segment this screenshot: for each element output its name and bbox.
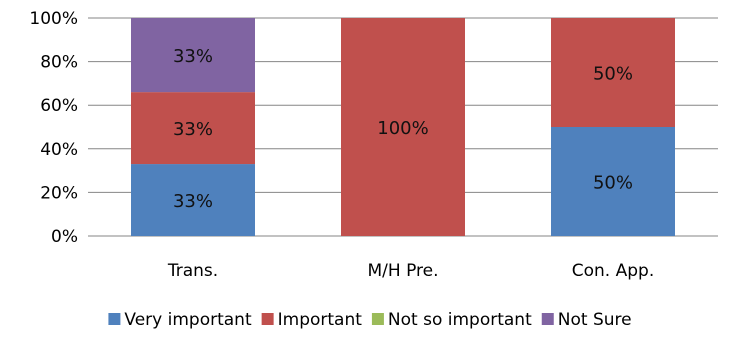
- data-label: 100%: [377, 118, 428, 139]
- x-tick-label: Con. App.: [572, 261, 654, 281]
- bar-segment: [131, 18, 255, 93]
- data-label: 33%: [173, 191, 213, 212]
- y-tick-label: 40%: [40, 140, 78, 160]
- legend-swatch: [108, 313, 121, 325]
- legend-label: Important: [278, 310, 363, 330]
- bar-segment: [131, 92, 255, 165]
- legend-label: Not so important: [388, 310, 532, 330]
- y-tick-label: 100%: [29, 9, 78, 29]
- legend-label: Not Sure: [558, 310, 632, 330]
- legend-swatch: [371, 313, 384, 325]
- legend-item: Very important: [108, 310, 252, 330]
- legend-swatch: [261, 313, 274, 325]
- data-label: 33%: [173, 119, 213, 140]
- legend-item: Not Sure: [541, 310, 632, 330]
- x-tick-label: Trans.: [167, 261, 218, 281]
- legend-label: Very important: [124, 310, 252, 330]
- legend-item: Important: [261, 310, 363, 330]
- legend-item: Not so important: [371, 310, 532, 330]
- y-tick-label: 80%: [40, 53, 78, 73]
- y-tick-label: 20%: [40, 183, 78, 203]
- bar-segment: [551, 127, 675, 236]
- data-label: 50%: [593, 64, 633, 85]
- bar-segment: [131, 164, 255, 236]
- y-tick-label: 0%: [51, 227, 78, 247]
- data-label: 50%: [593, 173, 633, 194]
- bar-segment: [341, 18, 465, 236]
- data-label: 33%: [173, 46, 213, 67]
- x-tick-label: M/H Pre.: [367, 261, 438, 281]
- legend: Very important Important Not so important N…: [108, 310, 632, 330]
- bar-segment: [551, 18, 675, 127]
- y-tick-label: 60%: [40, 96, 78, 116]
- legend-swatch: [541, 313, 554, 325]
